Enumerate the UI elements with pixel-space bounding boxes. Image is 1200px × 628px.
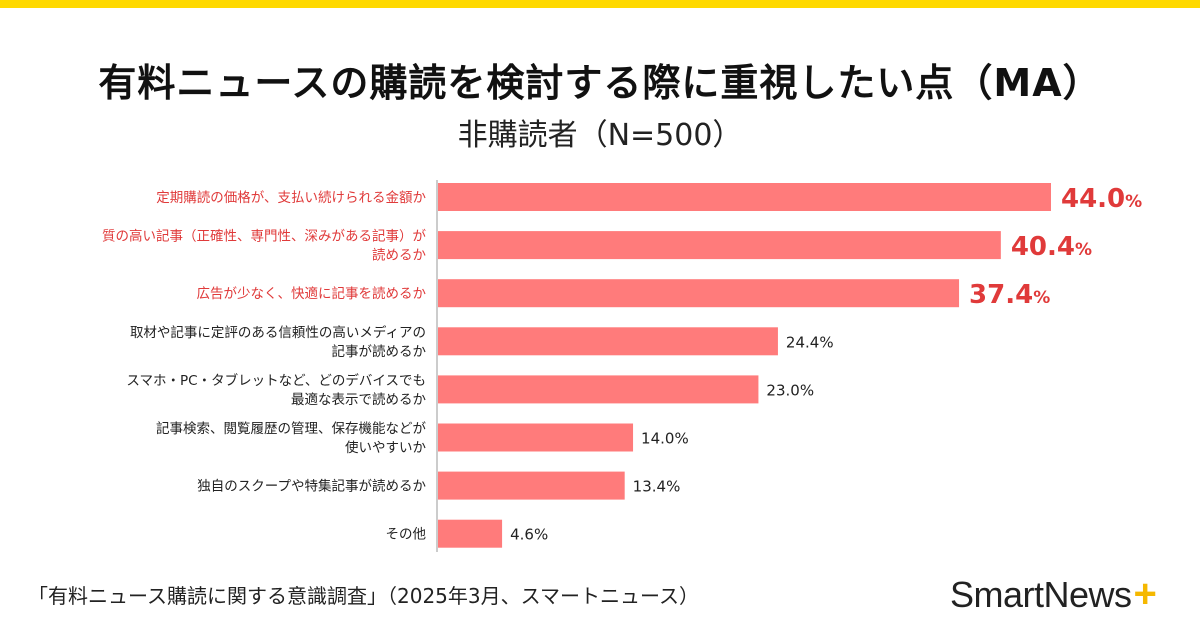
category-label: 質の高い記事（正確性、専門性、深みがある記事）が [102, 228, 426, 245]
bar [438, 231, 1001, 260]
smartnews-logo: SmartNews+ [950, 572, 1157, 617]
data-label: 24.4% [786, 333, 834, 351]
category-label: 読めるか [372, 248, 426, 264]
top-stripe [0, 0, 1200, 8]
data-label: 4.6% [510, 526, 548, 544]
bar [438, 375, 759, 404]
chart-title: 有料ニュースの購読を検討する際に重視したい点（MA） [98, 61, 1102, 105]
category-label: その他 [386, 527, 427, 543]
bar [438, 471, 625, 500]
data-label: 14.0% [641, 430, 689, 448]
category-label: 使いやすいか [345, 439, 426, 456]
category-label: 独自のスクープや特集記事が読めるか [197, 478, 426, 495]
category-label: 記事検索、閲覧履歴の管理、保存機能などが [156, 420, 426, 437]
source-note: 「有料ニュース購読に関する意識調査」（2025年3月、スマートニュース） [28, 584, 700, 608]
bar [438, 183, 1051, 211]
data-label: 40.4% [1011, 232, 1092, 262]
bar [438, 519, 503, 548]
category-label: 定期購読の価格が、支払い続けられる金額か [156, 190, 426, 206]
data-label: 23.0% [766, 381, 814, 399]
logo-text: SmartNews [950, 574, 1132, 615]
category-label: 広告が少なく、快適に記事を読めるか [197, 285, 427, 302]
category-label: 取材や記事に定評のある信頼性の高いメディアの [130, 324, 426, 341]
bar [438, 279, 960, 308]
data-label: 13.4% [633, 478, 681, 496]
category-label: スマホ・PC・タブレットなど、どのデバイスでも [126, 372, 426, 389]
data-label: 37.4% [969, 280, 1050, 310]
category-label: 最適な表示で読めるか [291, 391, 426, 408]
category-label: 記事が読めるか [332, 343, 427, 360]
bar [438, 423, 634, 452]
chart-subtitle: 非購読者（N=500） [457, 118, 743, 153]
logo-plus-icon: + [1133, 572, 1157, 616]
data-label: 44.0% [1061, 184, 1142, 214]
bar [438, 327, 778, 356]
